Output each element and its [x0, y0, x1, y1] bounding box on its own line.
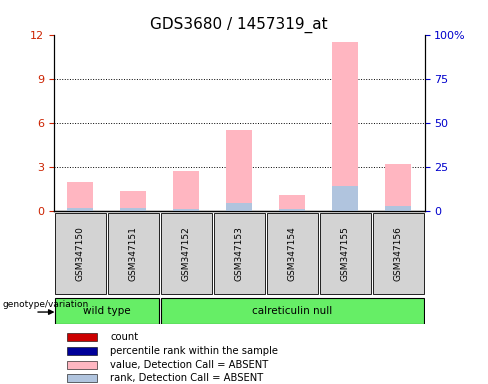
Text: rank, Detection Call = ABSENT: rank, Detection Call = ABSENT [110, 373, 264, 383]
FancyBboxPatch shape [55, 298, 159, 324]
Bar [67, 182, 93, 211]
Bar [332, 42, 358, 211]
Bar [226, 203, 252, 211]
Text: wild type: wild type [83, 306, 130, 316]
Text: genotype/variation: genotype/variation [2, 300, 89, 309]
Bar [67, 347, 97, 355]
FancyBboxPatch shape [320, 213, 370, 294]
Bar [173, 172, 200, 211]
Bar [67, 333, 97, 341]
FancyBboxPatch shape [266, 213, 318, 294]
FancyBboxPatch shape [161, 213, 212, 294]
Text: calreticulin null: calreticulin null [252, 306, 332, 316]
Title: GDS3680 / 1457319_at: GDS3680 / 1457319_at [150, 17, 328, 33]
Bar [279, 209, 305, 211]
Text: count: count [110, 333, 138, 343]
Text: GSM347151: GSM347151 [129, 226, 138, 281]
Bar [279, 195, 305, 211]
Text: GSM347150: GSM347150 [76, 226, 85, 281]
Bar [120, 190, 146, 211]
Text: GSM347153: GSM347153 [235, 226, 244, 281]
Bar [385, 164, 411, 211]
Bar [226, 130, 252, 211]
FancyBboxPatch shape [55, 213, 105, 294]
Text: value, Detection Call = ABSENT: value, Detection Call = ABSENT [110, 360, 268, 370]
FancyBboxPatch shape [108, 213, 159, 294]
Text: GSM347152: GSM347152 [182, 226, 191, 281]
Bar [173, 209, 200, 211]
FancyBboxPatch shape [214, 213, 264, 294]
Text: GSM347154: GSM347154 [287, 226, 297, 281]
Bar [67, 361, 97, 369]
Bar [67, 374, 97, 382]
FancyBboxPatch shape [373, 213, 424, 294]
Bar [385, 206, 411, 211]
FancyBboxPatch shape [161, 298, 424, 324]
Text: GSM347156: GSM347156 [393, 226, 403, 281]
Text: percentile rank within the sample: percentile rank within the sample [110, 346, 278, 356]
Bar [67, 207, 93, 211]
Bar [120, 208, 146, 211]
Bar [332, 186, 358, 211]
Text: GSM347155: GSM347155 [341, 226, 349, 281]
